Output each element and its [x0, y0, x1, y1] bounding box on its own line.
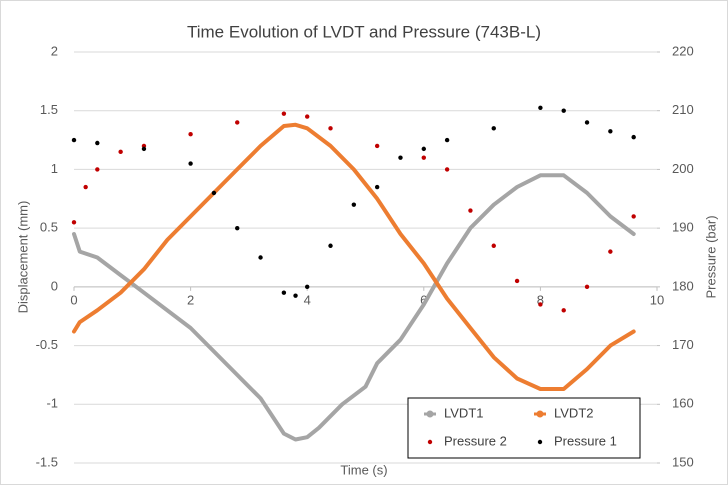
data-point: [444, 137, 450, 143]
legend-marker: [427, 439, 433, 445]
legend: LVDT1 LVDT2 Pressure 2 Pressure 1: [407, 397, 641, 459]
data-point: [398, 155, 403, 160]
y2-tick-label: 190: [672, 220, 694, 235]
legend-marker: [537, 439, 543, 445]
data-point: [444, 167, 450, 172]
data-point: [258, 255, 263, 260]
data-point: [188, 132, 193, 137]
legend-box: [407, 397, 641, 459]
y2-axis-label: Pressure (bar): [703, 215, 718, 298]
y-tick-label: 2: [51, 43, 58, 58]
data-point: [468, 208, 473, 213]
x-tick-label: 10: [650, 292, 664, 307]
data-point: [235, 225, 240, 231]
data-point: [351, 202, 357, 207]
data-point: [305, 114, 310, 119]
y2-tick-label: 150: [672, 454, 694, 469]
y2-tick-label: 170: [672, 337, 694, 352]
y-tick-label: 1.5: [40, 102, 58, 117]
data-point: [235, 120, 240, 125]
data-point: [374, 143, 380, 149]
data-point: [281, 111, 287, 116]
data-point: [95, 140, 100, 146]
data-point: [631, 134, 636, 140]
data-point: [118, 149, 123, 155]
x-tick-label: 2: [187, 292, 194, 307]
data-point: [491, 243, 496, 248]
data-point: [188, 161, 193, 166]
data-point: [328, 243, 333, 248]
data-point: [561, 108, 566, 113]
data-point: [141, 146, 147, 152]
y2-tick-label: 220: [672, 43, 694, 58]
x-tick-label: 8: [537, 292, 544, 307]
data-point: [514, 278, 520, 284]
data-point: [608, 129, 613, 134]
y-tick-label: -1.5: [36, 454, 58, 469]
y2-tick-label: 210: [672, 102, 694, 117]
y-axis-label: Displacement (mm): [15, 201, 30, 314]
x-tick-label: 0: [70, 292, 77, 307]
data-point: [95, 167, 100, 172]
chart-title: Time Evolution of LVDT and Pressure (743…: [187, 22, 541, 41]
data-point: [631, 214, 636, 219]
x-tick-label: 4: [304, 292, 311, 307]
legend-label: LVDT1: [444, 405, 484, 420]
legend-marker: [426, 410, 434, 418]
data-point: [608, 249, 613, 254]
data-point: [211, 190, 217, 196]
y2-tick-label: 180: [672, 278, 694, 293]
legend-label: Pressure 1: [554, 433, 617, 448]
legend-label: Pressure 2: [444, 433, 507, 448]
data-point: [83, 184, 88, 190]
data-line: [72, 173, 636, 442]
data-point: [538, 105, 543, 110]
y2-tick-label: 160: [672, 396, 694, 411]
x-axis-label: Time (s): [340, 462, 387, 477]
y-tick-label: 1: [51, 161, 58, 176]
data-point: [71, 220, 77, 225]
y-tick-label: -1: [46, 396, 58, 411]
data-point: [421, 155, 426, 160]
data-point: [491, 126, 496, 131]
data-point: [374, 184, 380, 190]
y2-tick-label: 200: [672, 161, 694, 176]
data-point: [584, 284, 590, 290]
y-tick-label: 0: [51, 278, 58, 293]
data-point: [328, 126, 333, 131]
data-point: [584, 120, 590, 125]
legend-label: LVDT2: [554, 405, 594, 420]
y-tick-label: -0.5: [36, 337, 58, 352]
data-point: [538, 302, 543, 307]
data-point: [561, 308, 566, 313]
data-point: [305, 284, 310, 290]
data-line: [72, 122, 636, 391]
data-point: [71, 137, 77, 143]
y-tick-label: 0.5: [40, 220, 58, 235]
data-point: [421, 146, 426, 152]
legend-marker: [536, 410, 544, 418]
data-point: [293, 293, 298, 298]
data-point: [281, 290, 287, 295]
x-tick-label: 6: [420, 292, 427, 307]
